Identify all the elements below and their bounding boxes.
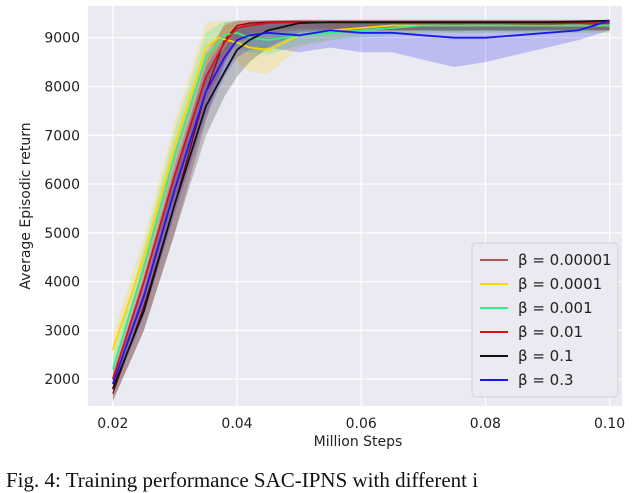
series-line-5 — [111, 19, 610, 385]
legend: β = 0.00001 β = 0.0001 β = 0.001 β = 0.01 β … — [471, 242, 619, 398]
y-tick-label: 4000 — [44, 275, 80, 291]
series-line-4 — [111, 19, 610, 390]
series-line-2 — [111, 24, 610, 370]
x-tick-label: 0.02 — [97, 416, 128, 432]
legend-entry-3: β = 0.01 — [518, 323, 583, 341]
grid-lines — [88, 6, 622, 406]
x-tick-label: 0.08 — [470, 416, 501, 432]
x-tick-label: 0.04 — [221, 416, 252, 432]
legend-box — [471, 242, 619, 398]
legend-entry-4: β = 0.1 — [518, 347, 574, 365]
legend-entry-5: β = 0.3 — [518, 371, 574, 389]
y-axis-label: Average Episodic return — [18, 122, 34, 289]
y-tick-label: 5000 — [44, 226, 80, 242]
series-lines — [111, 19, 610, 395]
training-return-chart: 0.02 0.04 0.06 0.08 0.10 2000 3000 4000 5000 600… — [18, 6, 625, 450]
y-tick-label: 3000 — [44, 323, 80, 339]
x-tick-label: 0.10 — [594, 416, 625, 432]
legend-entry-0: β = 0.00001 — [518, 251, 612, 269]
figure-caption: Fig. 4: Training performance SAC-IPNS wi… — [6, 468, 479, 492]
legend-entry-2: β = 0.001 — [518, 299, 593, 317]
y-tick-label: 9000 — [44, 31, 80, 47]
y-tick-label: 7000 — [44, 128, 80, 144]
y-tick-label: 6000 — [44, 177, 80, 193]
y-tick-labels: 2000 3000 4000 5000 6000 7000 8000 9000 — [44, 31, 80, 388]
x-tick-labels: 0.02 0.04 0.06 0.08 0.10 — [97, 416, 625, 432]
legend-entry-1: β = 0.0001 — [518, 275, 602, 293]
x-tick-label: 0.06 — [346, 416, 377, 432]
y-tick-label: 2000 — [44, 372, 80, 388]
y-tick-label: 8000 — [44, 79, 80, 95]
x-axis-label: Million Steps — [314, 434, 403, 450]
